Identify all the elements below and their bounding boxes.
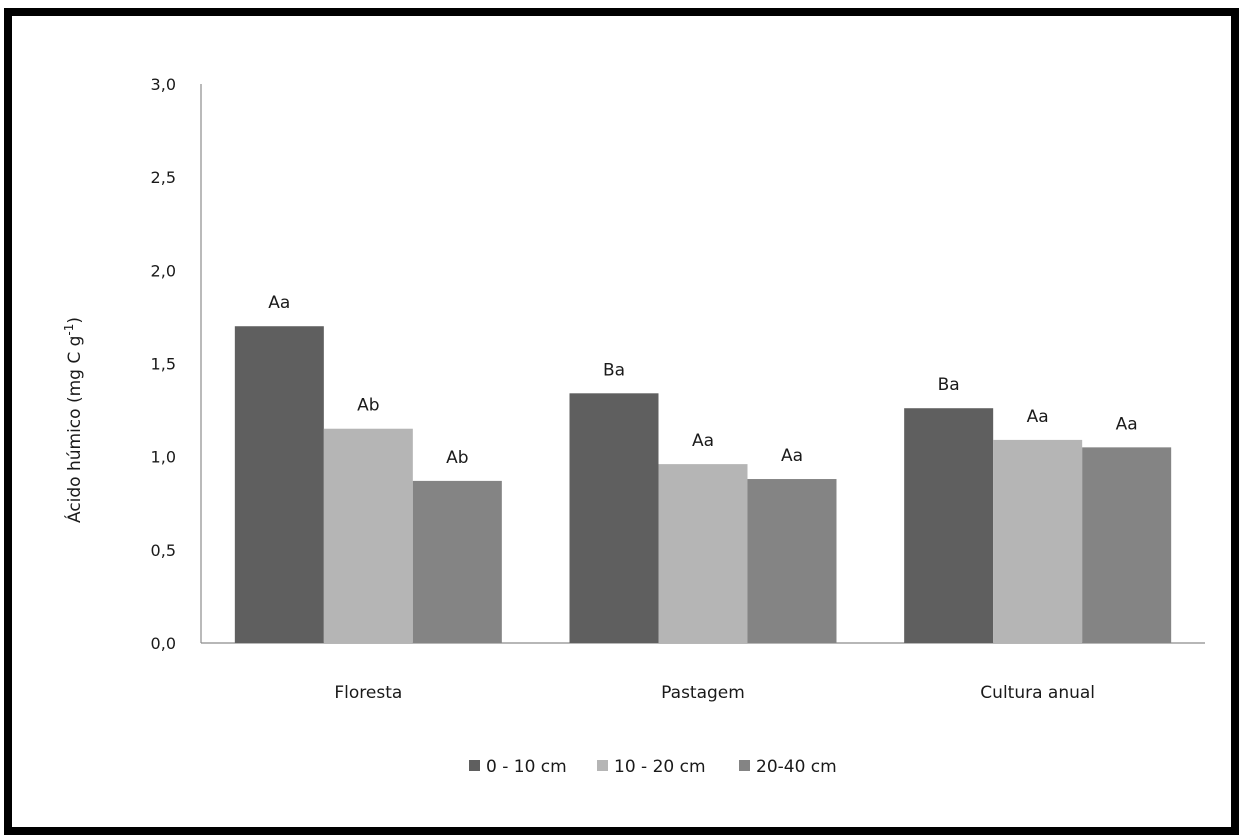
y-axis-label-sup: -1 [62,324,76,336]
bar [569,393,659,643]
bar [658,464,748,643]
bar [747,479,837,643]
y-tick-label: 0,5 [151,541,176,560]
data-label: Ab [357,396,379,416]
legend-label: 0 - 10 cm [486,757,567,777]
data-labels: Aa Ab Ab Ba Aa Aa Ba Aa Aa [268,293,1137,468]
data-label: Ab [446,448,468,468]
bar [1082,447,1172,643]
y-tick-label: 2,5 [151,168,176,187]
y-axis-label-end: ) [65,317,85,324]
y-tick-label: 2,0 [151,261,176,280]
data-label: Aa [1116,414,1138,434]
y-axis-label-main: Ácido húmico (mg C g [63,336,85,523]
data-label: Ba [603,360,625,380]
legend-swatch [739,760,750,771]
legend-label: 10 - 20 cm [614,757,706,777]
y-axis-label: Ácido húmico (mg C g-1) [62,317,85,523]
bar [323,428,413,643]
legend-swatch [469,760,480,771]
data-label: Aa [1027,407,1049,427]
y-tick-label: 1,0 [151,448,176,467]
legend-swatch [597,760,608,771]
y-tick-label: 1,5 [151,355,176,374]
category-labels: Floresta Pastagem Cultura anual [334,683,1095,703]
category-label: Cultura anual [980,683,1095,703]
y-tick-labels: 0,0 0,5 1,0 1,5 2,0 2,5 3,0 [151,75,176,653]
legend: 0 - 10 cm 10 - 20 cm 20-40 cm [469,757,837,777]
bar [234,326,324,643]
data-label: Aa [692,431,714,451]
data-label: Aa [268,293,290,313]
bar [412,480,502,643]
bars [234,326,1172,643]
data-label: Ba [938,375,960,395]
legend-label: 20-40 cm [756,757,837,777]
bar [993,439,1083,643]
y-tick-label: 0,0 [151,634,176,653]
category-label: Floresta [334,683,402,703]
category-label: Pastagem [661,683,745,703]
y-tick-label: 3,0 [151,75,176,94]
data-label: Aa [781,446,803,466]
bar [904,408,994,643]
